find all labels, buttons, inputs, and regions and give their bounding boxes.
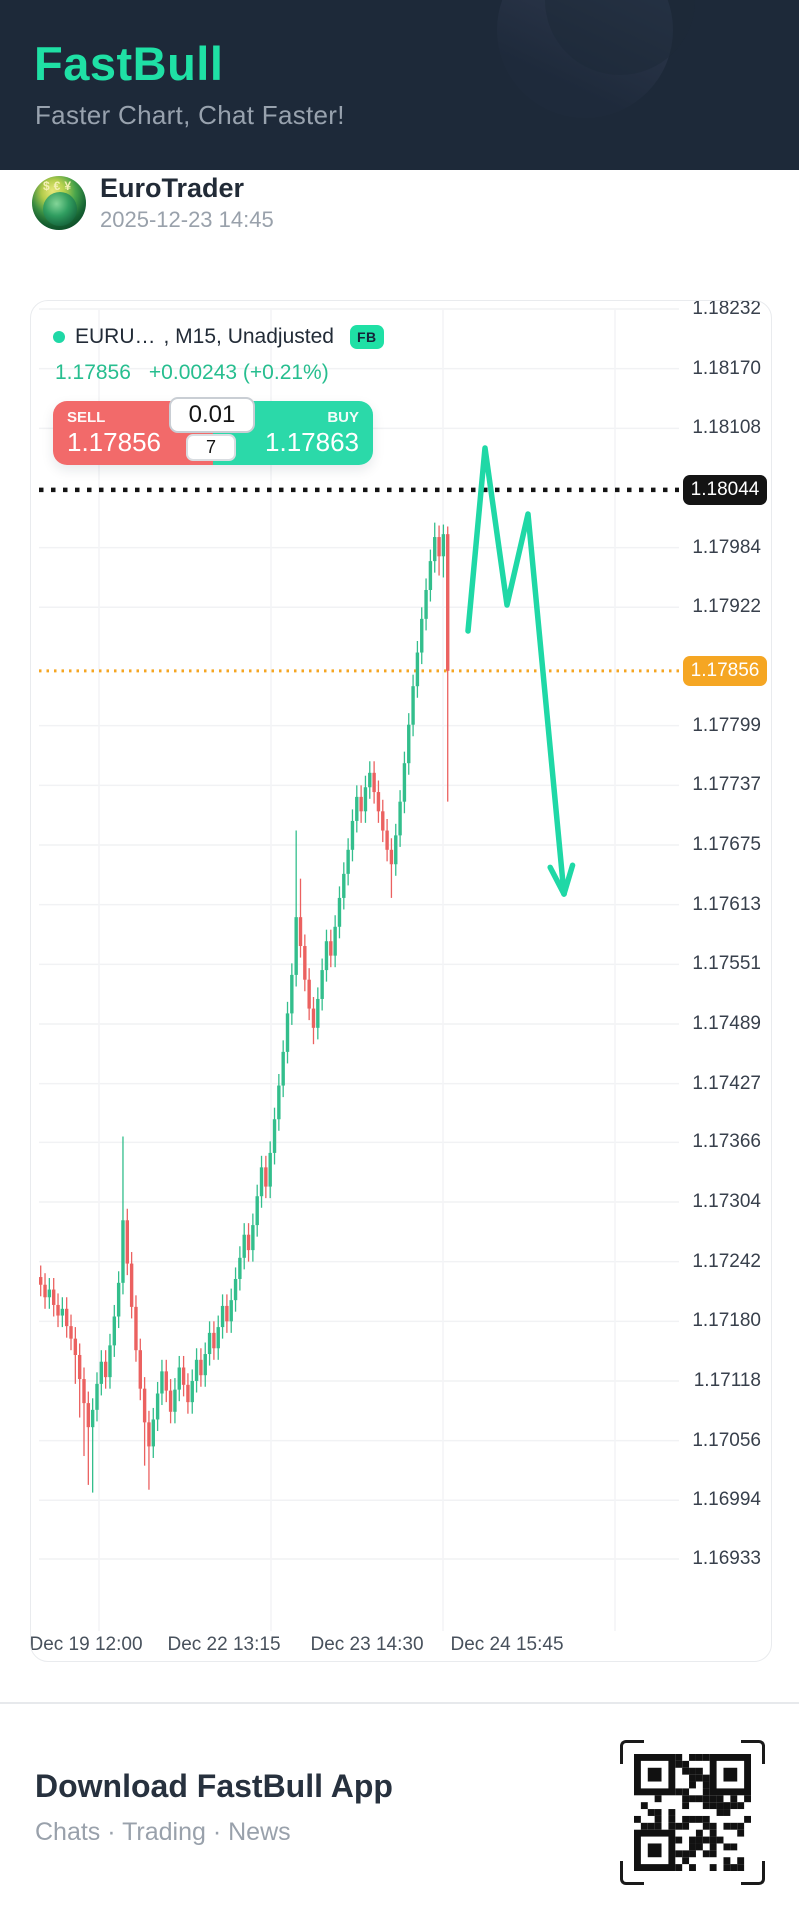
price-tick-label: 1.16994: [692, 1489, 761, 1511]
price-tick-label: 1.17056: [692, 1429, 761, 1451]
qr-corner-icon: [741, 1861, 765, 1885]
price-tick-label: 1.17242: [692, 1250, 761, 1272]
price-tick-label: 1.17118: [693, 1369, 761, 1391]
fb-badge-icon: FB: [349, 325, 384, 349]
buy-label: BUY: [327, 409, 359, 426]
price-tick-label: 1.17984: [692, 536, 761, 558]
price-tick-label: 1.17366: [692, 1131, 761, 1153]
price-tick-label: 1.17737: [692, 774, 761, 796]
download-title: Download FastBull App: [35, 1768, 393, 1804]
price-tick-label: 1.17799: [692, 714, 761, 736]
price-tick-label: 1.17551: [692, 953, 761, 975]
avatar[interactable]: $€¥: [32, 175, 86, 230]
lot-size-input[interactable]: 0.01: [169, 397, 255, 433]
qr-corner-icon: [620, 1740, 644, 1764]
buy-price: 1.17863: [265, 427, 359, 457]
qr-corner-icon: [620, 1861, 644, 1885]
order-widget: SELL 1.17856 BUY 1.17863 0.01 7: [53, 397, 373, 465]
symbol-label[interactable]: EURU…: [75, 325, 156, 348]
price-line-badge: 1.17856: [683, 655, 767, 686]
series-dot-icon: [53, 331, 65, 343]
price-tick-label: 1.18170: [692, 357, 761, 379]
candlestick-chart[interactable]: [31, 301, 772, 1662]
price-change: +0.00243 (+0.21%): [148, 361, 329, 384]
app-logo: FastBull: [34, 37, 224, 90]
post-timestamp: 2025-12-23 14:45: [100, 207, 274, 233]
time-tick-label: Dec 22 13:15: [167, 1634, 281, 1655]
sell-price: 1.17856: [67, 427, 161, 457]
price-tick-label: 1.17180: [692, 1310, 761, 1332]
currency-symbols-icon: $€¥: [42, 178, 76, 193]
app-tagline: Faster Chart, Chat Faster!: [35, 100, 345, 130]
price-tick-label: 1.17922: [692, 596, 761, 618]
sell-label: SELL: [67, 409, 106, 426]
price-tick-label: 1.17489: [692, 1012, 761, 1034]
time-tick-label: Dec 23 14:30: [310, 1634, 424, 1655]
price-tick-label: 1.18232: [692, 300, 761, 319]
qr-pattern: [634, 1754, 751, 1871]
divider: [0, 1702, 799, 1704]
qr-code: [620, 1740, 765, 1885]
chart-card: EURU… , M15, Unadjusted FB 1.17856 +0.00…: [30, 300, 772, 1662]
globe-icon: [43, 191, 77, 226]
last-price: 1.17856: [55, 361, 131, 384]
price-tick-label: 1.17427: [692, 1072, 761, 1094]
quote-row: 1.17856 +0.00243 (+0.21%): [55, 361, 329, 385]
download-subtitle: Chats · Trading · News: [35, 1818, 291, 1846]
post-header: $€¥ EuroTrader 2025-12-23 14:45: [32, 172, 274, 233]
price-tick-label: 1.18108: [692, 417, 761, 439]
author-name: EuroTrader: [100, 173, 245, 203]
time-tick-label: Dec 19 12:00: [30, 1634, 143, 1655]
price-tick-label: 1.16933: [692, 1548, 761, 1569]
app-header: FastBull Faster Chart, Chat Faster!: [0, 0, 799, 170]
qr-corner-icon: [741, 1740, 765, 1764]
time-tick-label: Dec 24 15:45: [450, 1634, 564, 1655]
price-tick-label: 1.17675: [692, 833, 761, 855]
chart-legend: EURU… , M15, Unadjusted FB: [53, 325, 384, 349]
interval-label: , M15, Unadjusted: [163, 325, 334, 348]
price-line-badge: 1.18044: [683, 474, 767, 505]
price-tick-label: 1.17613: [692, 893, 761, 915]
spread-badge: 7: [186, 434, 236, 461]
price-tick-label: 1.17304: [692, 1190, 761, 1212]
buy-button[interactable]: BUY 1.17863: [213, 401, 373, 465]
